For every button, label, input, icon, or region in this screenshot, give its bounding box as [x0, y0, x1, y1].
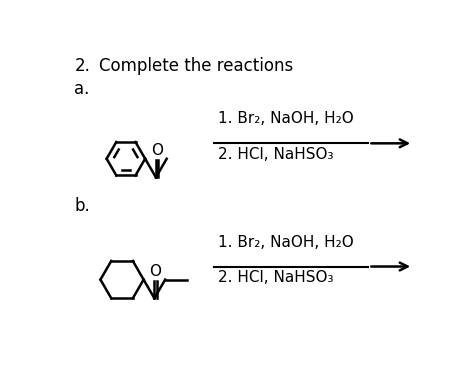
Text: b.: b. — [74, 197, 90, 215]
Text: 2.: 2. — [74, 57, 90, 75]
Text: 2. HCl, NaHSO₃: 2. HCl, NaHSO₃ — [219, 270, 334, 285]
Text: 2. HCl, NaHSO₃: 2. HCl, NaHSO₃ — [219, 147, 334, 162]
Text: O: O — [151, 143, 163, 158]
Text: Complete the reactions: Complete the reactions — [99, 57, 293, 75]
Text: O: O — [149, 264, 162, 279]
Text: 1. Br₂, NaOH, H₂O: 1. Br₂, NaOH, H₂O — [219, 112, 354, 126]
Text: a.: a. — [74, 80, 90, 98]
Text: 1. Br₂, NaOH, H₂O: 1. Br₂, NaOH, H₂O — [219, 235, 354, 250]
